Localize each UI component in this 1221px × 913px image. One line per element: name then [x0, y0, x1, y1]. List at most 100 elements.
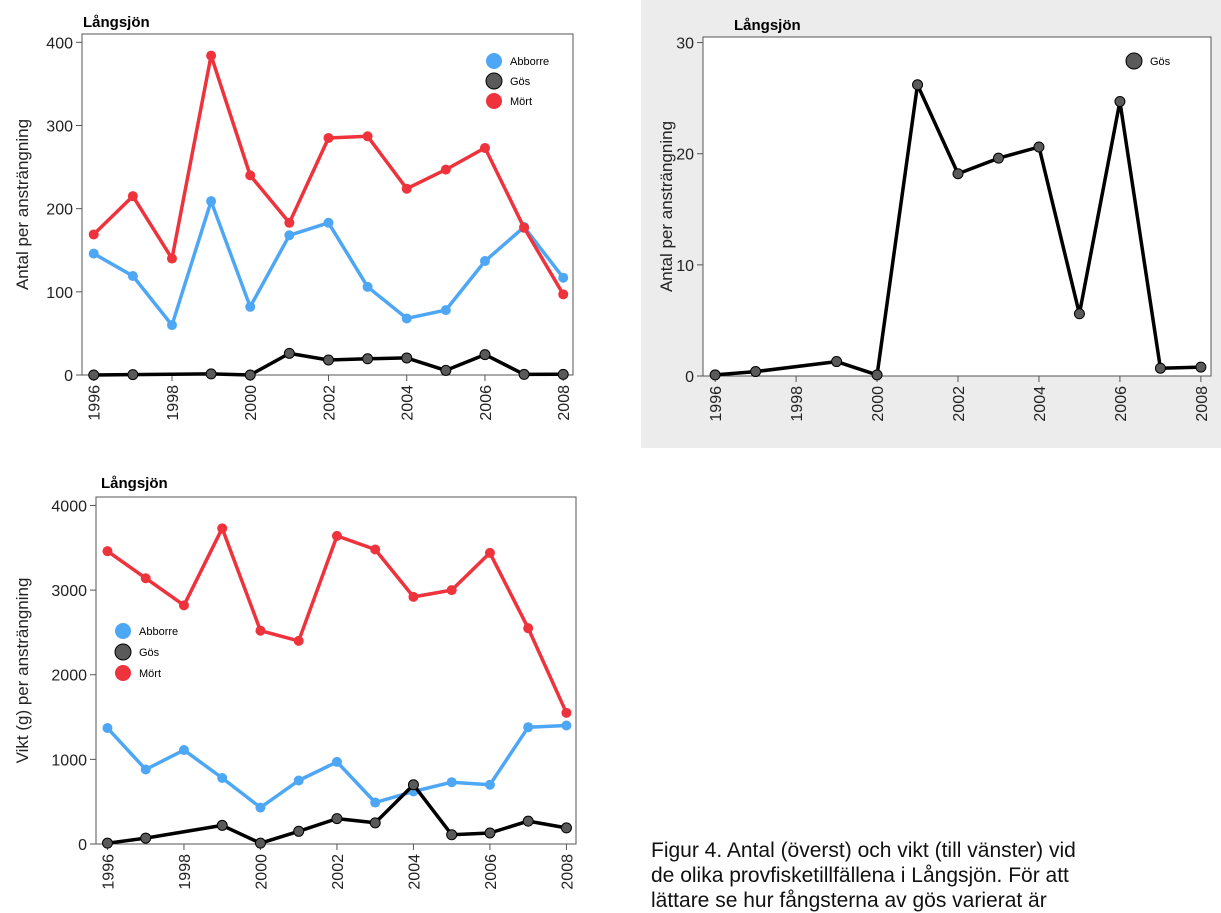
- data-point-gos-1999: [205, 368, 217, 380]
- data-point-mort-2003: [362, 131, 373, 142]
- y-tick-label-4: 4000: [51, 498, 87, 515]
- data-point-mort-2004: [408, 591, 419, 602]
- chart-panel-weight-all: Långsjön Vikt (g) per ansträngning 0 1000 20…: [0, 455, 600, 901]
- data-point-gos-1996: [101, 837, 113, 849]
- data-point-gos-2002: [952, 168, 964, 180]
- data-point-mort-2000: [245, 170, 256, 181]
- data-point-abborre-2006: [484, 779, 495, 790]
- x-tick-label-5: 2006: [1113, 386, 1130, 422]
- x-tick-label-3: 2002: [951, 386, 968, 422]
- x-tick-label-0: 1996: [100, 854, 117, 890]
- y-tick-label-2: 20: [676, 147, 694, 164]
- x-tick-label-1: 1998: [789, 386, 806, 422]
- data-point-mort-2000: [255, 625, 266, 636]
- data-point-abborre-1999: [206, 196, 217, 207]
- legend-marker-abborre: [115, 623, 131, 639]
- data-point-gos-2003: [362, 353, 374, 365]
- data-point-abborre-2004: [401, 313, 412, 324]
- y-axis-label: Vikt (g) per ansträngning: [13, 578, 32, 764]
- data-point-mort-1998: [178, 600, 189, 611]
- data-point-mort-1998: [166, 253, 177, 264]
- legend-label-mort: Mört: [510, 96, 532, 108]
- data-point-mort-2007: [523, 623, 534, 634]
- y-tick-label-1: 10: [676, 258, 694, 275]
- data-point-abborre-2003: [370, 797, 381, 808]
- data-point-gos-2003: [369, 817, 381, 829]
- plot-area: [702, 36, 1212, 377]
- caption-line-2: de olika provfisketillfällena i Långsjön…: [651, 864, 1069, 887]
- y-axis-label: Antal per ansträngning: [657, 121, 676, 292]
- data-point-mort-2005: [440, 164, 451, 175]
- legend-marker-gos: [1125, 52, 1143, 70]
- y-tick-label-1: 100: [46, 285, 73, 302]
- data-point-abborre-2008: [561, 720, 572, 731]
- plot-area: [95, 496, 577, 845]
- y-tick-label-1: 1000: [51, 752, 87, 769]
- data-point-abborre-2001: [284, 230, 295, 241]
- data-point-mort-2008: [561, 707, 572, 718]
- data-point-gos-1997: [127, 369, 139, 381]
- chart-title: Långsjön: [734, 17, 801, 34]
- data-point-mort-2004: [401, 183, 412, 194]
- x-tick-label-2: 2000: [870, 386, 887, 422]
- data-point-abborre-2000: [245, 301, 256, 312]
- data-point-gos-2008: [560, 822, 572, 834]
- chart-panel-count-gos: Långsjön Antal per ansträngning 0 10 20 30 199…: [641, 0, 1221, 448]
- data-point-mort-2002: [331, 530, 342, 541]
- data-point-gos-2000: [244, 369, 256, 381]
- x-tick-label-5: 2006: [478, 385, 495, 421]
- y-tick-label-3: 3000: [51, 583, 87, 600]
- data-point-mort-2008: [558, 289, 569, 300]
- data-point-gos-1999: [831, 356, 843, 368]
- chart-title: Långsjön: [101, 475, 168, 492]
- data-point-gos-1997: [750, 366, 762, 378]
- legend-marker-abborre: [486, 53, 502, 69]
- data-point-gos-2006: [479, 349, 491, 361]
- x-tick-label-4: 2004: [1032, 386, 1049, 422]
- x-tick-label-4: 2004: [400, 385, 417, 421]
- x-tick-label-6: 2008: [559, 854, 576, 890]
- y-tick-label-2: 200: [46, 202, 73, 219]
- data-point-abborre-2005: [440, 305, 451, 316]
- data-point-mort-2006: [484, 547, 495, 558]
- data-point-gos-2000: [871, 369, 883, 381]
- legend-label-abborre: Abborre: [139, 626, 178, 638]
- x-tick-label-3: 2002: [321, 385, 338, 421]
- y-tick-label-2: 2000: [51, 668, 87, 685]
- data-point-mort-2003: [370, 544, 381, 555]
- legend-label-gos: Gös: [139, 647, 160, 659]
- data-point-abborre-2008: [558, 272, 569, 283]
- data-point-gos-2007: [518, 368, 530, 380]
- x-tick-label-6: 2008: [556, 385, 573, 421]
- data-point-mort-2005: [446, 585, 457, 596]
- legend-marker-mort: [115, 665, 131, 681]
- data-point-abborre-2001: [293, 775, 304, 786]
- series-line-gos: [107, 783, 567, 845]
- figure-caption: Figur 4. Antal (överst) och vikt (till v…: [651, 838, 1221, 913]
- data-point-abborre-2000: [255, 802, 266, 813]
- data-point-mort-1996: [102, 546, 113, 557]
- data-point-abborre-1998: [166, 320, 177, 331]
- data-point-abborre-1997: [140, 764, 151, 775]
- data-point-gos-2005: [1073, 308, 1085, 320]
- data-point-mort-1997: [140, 573, 151, 584]
- chart-svg-count-all: Långsjön Antal per ansträngning 0 100 200 300…: [13, 14, 574, 421]
- data-point-gos-1999: [216, 819, 228, 831]
- y-tick-label-0: 0: [64, 368, 73, 385]
- data-point-gos-2003: [992, 152, 1004, 164]
- data-point-abborre-1996: [102, 723, 113, 734]
- y-axis-label: Antal per ansträngning: [13, 119, 32, 290]
- data-point-abborre-2002: [331, 756, 342, 767]
- data-point-gos-2006: [1114, 95, 1126, 107]
- chart-svg-weight-all: Långsjön Vikt (g) per ansträngning 0 1000 20…: [13, 475, 577, 890]
- data-point-mort-1999: [206, 50, 217, 61]
- x-tick-label-4: 2004: [406, 854, 423, 890]
- y-tick-label-0: 0: [685, 369, 694, 386]
- data-point-gos-2002: [322, 354, 334, 366]
- series-line-gos: [714, 83, 1201, 377]
- legend-label-mort: Mört: [139, 668, 161, 680]
- data-point-mort-1996: [88, 229, 99, 240]
- chart-title: Långsjön: [83, 14, 150, 31]
- legend-label-gos: Gös: [510, 76, 531, 88]
- data-point-gos-2004: [401, 352, 413, 364]
